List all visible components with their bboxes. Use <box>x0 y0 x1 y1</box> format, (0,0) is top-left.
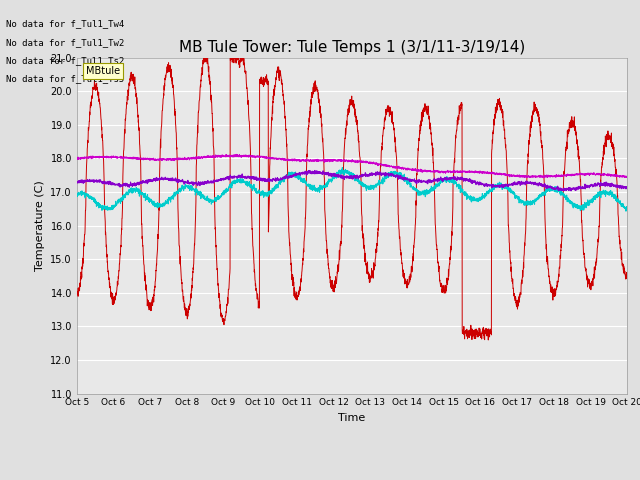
Text: No data for f_Tul1_Tw4: No data for f_Tul1_Tw4 <box>6 19 125 28</box>
Text: MBtule: MBtule <box>86 66 120 76</box>
Text: No data for f_Tul1_Tw2: No data for f_Tul1_Tw2 <box>6 37 125 47</box>
Text: No data for f_Tul1_Ts5: No data for f_Tul1_Ts5 <box>6 74 125 83</box>
X-axis label: Time: Time <box>339 413 365 423</box>
Text: No data for f_Tul1_Ts2: No data for f_Tul1_Ts2 <box>6 56 125 65</box>
Y-axis label: Temperature (C): Temperature (C) <box>35 180 45 271</box>
Title: MB Tule Tower: Tule Temps 1 (3/1/11-3/19/14): MB Tule Tower: Tule Temps 1 (3/1/11-3/19… <box>179 40 525 55</box>
